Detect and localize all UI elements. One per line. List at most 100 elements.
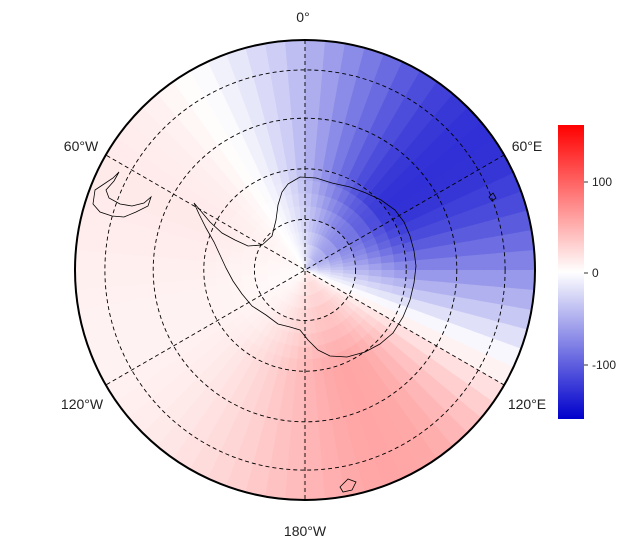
heat-cell xyxy=(140,225,158,244)
heat-cell xyxy=(291,245,300,259)
heat-cell xyxy=(271,247,285,258)
heat-cell xyxy=(287,167,299,182)
heat-cell xyxy=(87,285,104,308)
heat-cell xyxy=(282,235,293,250)
heat-cell xyxy=(456,241,472,259)
heat-cell xyxy=(302,486,326,500)
heat-cell xyxy=(501,305,520,329)
heat-cell xyxy=(313,249,324,262)
heat-cell xyxy=(336,322,350,338)
heat-cell xyxy=(305,260,316,270)
heat-cell xyxy=(495,252,511,273)
heat-cell xyxy=(196,168,216,188)
heat-cell xyxy=(287,319,297,334)
heat-cell xyxy=(367,308,384,323)
heat-cell xyxy=(305,259,315,270)
heat-cell xyxy=(340,302,355,317)
heat-cell xyxy=(341,252,356,261)
heat-cell xyxy=(354,278,369,288)
heat-cell xyxy=(337,220,352,235)
heat-cell xyxy=(440,230,458,247)
heat-cell xyxy=(313,206,323,221)
heat-cell xyxy=(332,233,346,246)
heat-cell xyxy=(355,270,370,277)
heat-cell xyxy=(277,208,288,224)
heat-cell xyxy=(301,256,305,270)
heat-cell xyxy=(411,447,438,472)
new-zealand-coast xyxy=(339,478,357,493)
heat-cell xyxy=(271,78,292,94)
heat-cell xyxy=(284,278,296,289)
heat-cell xyxy=(256,247,271,257)
heat-cell xyxy=(125,268,140,286)
heat-cell xyxy=(419,258,434,272)
heat-cell xyxy=(283,370,297,386)
heat-cell xyxy=(313,278,326,289)
heat-cell xyxy=(315,408,332,424)
heat-cell xyxy=(291,115,307,130)
heat-cell xyxy=(293,270,305,279)
heat-cell xyxy=(242,282,257,293)
heat-cell xyxy=(237,301,253,315)
heat-cell xyxy=(282,317,292,333)
lon-label-0: 0° xyxy=(296,9,309,25)
heat-cell xyxy=(310,246,319,259)
heat-cell xyxy=(253,269,267,275)
heat-cell xyxy=(419,270,434,283)
heat-cell xyxy=(176,257,191,270)
heat-cell xyxy=(291,265,305,270)
heat-cell xyxy=(242,247,258,257)
heat-cell xyxy=(364,286,380,298)
heat-cell xyxy=(311,280,321,294)
heat-cell xyxy=(378,154,398,173)
heat-cell xyxy=(129,343,151,367)
heat-cell xyxy=(311,232,319,247)
heat-cell xyxy=(207,52,233,74)
heat-cell xyxy=(343,265,357,271)
heat-cell xyxy=(376,289,393,302)
heat-cell xyxy=(254,318,269,334)
heat-cell xyxy=(254,251,270,261)
heat-cell xyxy=(394,352,414,372)
heat-cell xyxy=(317,272,332,278)
heat-cell xyxy=(295,259,305,270)
heat-cell xyxy=(299,270,305,283)
heat-cell xyxy=(286,448,305,463)
heat-cell xyxy=(357,225,373,239)
heat-cell xyxy=(300,270,305,284)
heat-cell xyxy=(211,217,228,233)
heat-cell xyxy=(288,248,298,261)
heat-cell xyxy=(302,473,324,489)
heat-cell xyxy=(326,211,338,226)
heat-cell xyxy=(328,278,342,287)
heat-cell xyxy=(323,40,348,57)
heat-cell xyxy=(341,224,356,238)
heat-cell xyxy=(322,286,336,298)
heat-cell xyxy=(330,266,345,271)
heat-cell xyxy=(296,218,303,233)
heat-cell xyxy=(262,483,287,500)
heat-cell xyxy=(273,341,286,358)
heat-cell xyxy=(288,77,307,92)
heat-cell xyxy=(455,283,472,301)
heat-cell xyxy=(264,40,289,57)
heat-cell xyxy=(343,191,358,208)
heat-cell xyxy=(271,299,283,313)
heat-cell xyxy=(280,258,294,266)
heat-cell xyxy=(317,290,328,305)
heat-cell xyxy=(495,270,511,290)
heat-cell xyxy=(111,333,132,357)
heat-cell xyxy=(230,313,247,329)
heat-cell xyxy=(312,248,323,261)
heat-cell xyxy=(382,218,399,234)
heat-cell xyxy=(314,253,327,263)
heat-cell xyxy=(189,177,208,197)
heat-cell xyxy=(163,268,178,283)
heat-cell xyxy=(297,282,303,297)
heat-cell xyxy=(255,206,269,222)
heat-cell xyxy=(336,455,359,473)
heat-cell xyxy=(359,206,375,222)
heat-cell xyxy=(330,272,345,278)
heat-cell xyxy=(321,368,335,385)
heat-cell xyxy=(349,291,364,303)
